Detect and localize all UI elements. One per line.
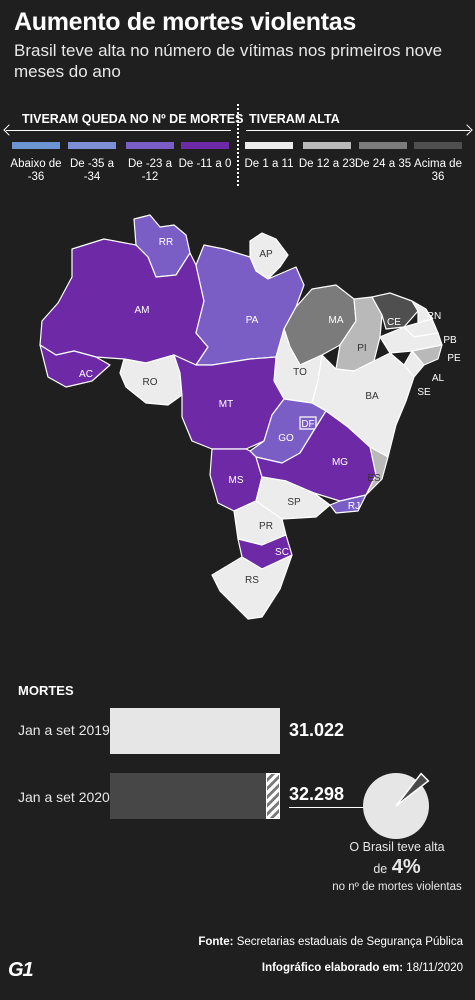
bar-2019 bbox=[110, 708, 280, 754]
label-pb: PB bbox=[443, 335, 457, 346]
deaths-section-title: MORTES bbox=[18, 683, 74, 698]
note-line-1: O Brasil teve alta bbox=[349, 840, 445, 854]
label-ba: BA bbox=[365, 391, 379, 402]
legend-heading-increase: TIVERAM ALTA bbox=[249, 112, 340, 126]
legend-arrow-left bbox=[6, 130, 231, 131]
label-pr: PR bbox=[259, 521, 273, 532]
legend-heading-decrease: TIVERAM QUEDA NO Nº DE MORTES bbox=[22, 112, 244, 126]
label-mg: MG bbox=[332, 457, 348, 468]
legend-swatch-1 bbox=[12, 142, 60, 149]
legend-divider bbox=[237, 104, 239, 186]
note-line-3: no nº de mortes violentas bbox=[332, 881, 462, 893]
page-subtitle: Brasil teve alta no número de vítimas no… bbox=[14, 41, 443, 81]
g1-logo: G1 bbox=[8, 959, 34, 981]
legend-label-3: De -23 a -12 bbox=[127, 158, 173, 183]
label-ro: RO bbox=[143, 377, 158, 388]
state-rs bbox=[211, 554, 293, 620]
label-al: AL bbox=[432, 373, 445, 384]
bar-2020-increase bbox=[266, 773, 280, 819]
page-title: Aumento de mortes violentas bbox=[14, 8, 356, 36]
increase-pie bbox=[363, 772, 430, 839]
label-rs: RS bbox=[245, 575, 259, 586]
label-ms: MS bbox=[229, 475, 244, 486]
label-rj: RJ bbox=[348, 501, 360, 512]
pie-increase-slice bbox=[395, 772, 430, 807]
credit-label: Infográfico elaborado em: bbox=[261, 962, 404, 974]
brazil-map: RR AP AM PA MA CE RN PB PE PI AL SE AC R… bbox=[39, 214, 461, 620]
legend-swatch-6 bbox=[303, 142, 351, 149]
legend-label-8: Acima de 36 bbox=[414, 158, 462, 183]
source-line: Fonte: Secretarias estaduais de Seguranç… bbox=[198, 936, 463, 948]
label-am: AM bbox=[135, 305, 150, 316]
value-2019: 31.022 bbox=[289, 720, 345, 740]
label-pe: PE bbox=[447, 353, 461, 364]
row-label-2020: Jan a set 2020 bbox=[18, 789, 110, 805]
state-pe bbox=[379, 326, 443, 354]
legend-swatch-3 bbox=[126, 142, 174, 149]
value-2020: 32.298 bbox=[289, 784, 345, 804]
label-rn: RN bbox=[427, 311, 441, 322]
legend-label-4: De -11 a 0 bbox=[178, 158, 232, 170]
label-ap: AP bbox=[259, 249, 273, 260]
legend-swatch-2 bbox=[68, 142, 116, 149]
source-label: Fonte: bbox=[198, 936, 234, 948]
state-ac bbox=[39, 344, 111, 388]
state-ro bbox=[119, 354, 183, 406]
legend-label-6: De 12 a 23 bbox=[298, 158, 356, 170]
label-mt: MT bbox=[219, 399, 233, 410]
legend-swatch-4 bbox=[181, 142, 229, 149]
state-rj bbox=[329, 494, 367, 514]
legend-swatch-8 bbox=[414, 142, 462, 149]
state-ce bbox=[371, 292, 419, 330]
row-label-2019: Jan a set 2019 bbox=[18, 722, 110, 738]
label-ce: CE bbox=[387, 317, 401, 328]
legend-swatch-7 bbox=[359, 142, 407, 149]
value-underline bbox=[289, 807, 368, 808]
source-text: Secretarias estaduais de Segurança Públi… bbox=[236, 936, 463, 948]
label-go: GO bbox=[278, 433, 294, 444]
credit-line: Infográfico elaborado em: 18/11/2020 bbox=[262, 962, 463, 974]
label-ma: MA bbox=[329, 315, 344, 326]
note-percent: 4% bbox=[391, 856, 421, 878]
note-prefix: de bbox=[373, 862, 388, 876]
note-line-2: de 4% bbox=[322, 856, 472, 879]
bar-2020 bbox=[110, 773, 280, 819]
label-sp: SP bbox=[287, 497, 301, 508]
label-sc: SC bbox=[275, 547, 289, 558]
label-pa: PA bbox=[246, 315, 259, 326]
label-es: ES bbox=[367, 473, 381, 484]
label-df: DF bbox=[301, 419, 314, 430]
state-es bbox=[365, 446, 389, 496]
legend-label-2: De -35 a -34 bbox=[69, 158, 115, 183]
credit-date: 18/11/2020 bbox=[406, 962, 463, 974]
label-to: TO bbox=[293, 367, 307, 378]
label-rr: RR bbox=[159, 237, 173, 248]
legend-label-1: Abaixo de -36 bbox=[10, 158, 62, 183]
legend-label-7: De 24 a 35 bbox=[354, 158, 412, 170]
label-ac: AC bbox=[79, 369, 93, 380]
legend-arrow-right bbox=[246, 130, 470, 131]
legend-swatch-5 bbox=[245, 142, 293, 149]
legend-label-5: De 1 a 11 bbox=[244, 158, 294, 170]
label-pi: PI bbox=[357, 343, 366, 354]
label-se: SE bbox=[417, 387, 431, 398]
